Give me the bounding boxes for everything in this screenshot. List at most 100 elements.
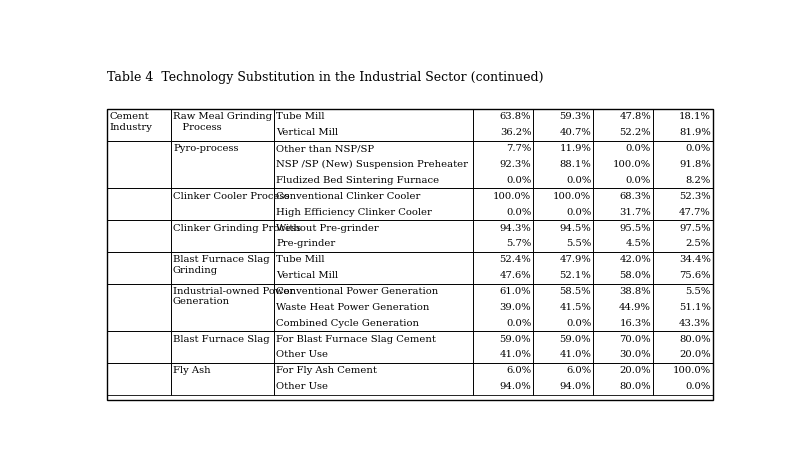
Text: 0.0%: 0.0% [506, 207, 531, 216]
Bar [653, 363, 713, 395]
Bar [274, 284, 473, 331]
Bar [107, 331, 170, 363]
Text: Raw Meal Grinding
   Process: Raw Meal Grinding Process [173, 112, 272, 132]
Bar [473, 189, 533, 221]
Bar [653, 110, 713, 141]
Text: 0.0%: 0.0% [566, 175, 591, 185]
Text: 70.0%: 70.0% [619, 334, 651, 343]
Text: Vertical Mill: Vertical Mill [276, 128, 338, 137]
Text: 0.0%: 0.0% [686, 144, 711, 153]
Text: 36.2%: 36.2% [500, 128, 531, 137]
Text: Other Use: Other Use [276, 381, 328, 391]
Text: 39.0%: 39.0% [500, 302, 531, 311]
Bar [274, 221, 473, 252]
Text: 100.0%: 100.0% [553, 191, 591, 200]
Text: 5.5%: 5.5% [686, 286, 711, 295]
Text: High Efficiency Clinker Cooler: High Efficiency Clinker Cooler [276, 207, 432, 216]
Text: For Fly Ash Cement: For Fly Ash Cement [276, 365, 377, 375]
Text: 38.8%: 38.8% [619, 286, 651, 295]
Text: Industrial-owned Power
Generation: Industrial-owned Power Generation [173, 286, 294, 306]
Bar [170, 110, 274, 141]
Text: 31.7%: 31.7% [619, 207, 651, 216]
Bar [170, 363, 274, 395]
Text: 61.0%: 61.0% [500, 286, 531, 295]
Text: 0.0%: 0.0% [506, 318, 531, 327]
Text: 2.5%: 2.5% [686, 239, 711, 248]
Text: 6.0%: 6.0% [506, 365, 531, 375]
Text: Table 4  Technology Substitution in the Industrial Sector (continued): Table 4 Technology Substitution in the I… [107, 71, 544, 84]
Text: 5.5%: 5.5% [566, 239, 591, 248]
Bar [593, 363, 653, 395]
Text: 20.0%: 20.0% [679, 350, 711, 359]
Text: Combined Cycle Generation: Combined Cycle Generation [276, 318, 419, 327]
Text: 30.0%: 30.0% [619, 350, 651, 359]
Text: 94.0%: 94.0% [559, 381, 591, 391]
Bar [107, 284, 170, 331]
Text: 41.0%: 41.0% [559, 350, 591, 359]
Text: 52.3%: 52.3% [679, 191, 711, 200]
Text: Without Pre-grinder: Without Pre-grinder [276, 223, 378, 232]
Text: 63.8%: 63.8% [500, 112, 531, 121]
Bar [533, 110, 593, 141]
Bar [533, 252, 593, 284]
Text: 47.6%: 47.6% [500, 270, 531, 280]
Text: 20.0%: 20.0% [619, 365, 651, 375]
Text: Fludized Bed Sintering Furnace: Fludized Bed Sintering Furnace [276, 175, 439, 185]
Text: Tube Mill: Tube Mill [276, 255, 325, 263]
Text: NSP /SP (New) Suspension Preheater: NSP /SP (New) Suspension Preheater [276, 160, 468, 169]
Text: 43.3%: 43.3% [679, 318, 711, 327]
Bar [653, 221, 713, 252]
Bar [473, 110, 533, 141]
Bar [170, 221, 274, 252]
Bar [473, 141, 533, 189]
Text: 5.7%: 5.7% [506, 239, 531, 248]
Text: 52.2%: 52.2% [619, 128, 651, 137]
Text: 92.3%: 92.3% [500, 160, 531, 168]
Bar [533, 284, 593, 331]
Bar [533, 141, 593, 189]
Bar [473, 363, 533, 395]
Text: 11.9%: 11.9% [559, 144, 591, 153]
Text: 34.4%: 34.4% [679, 255, 711, 263]
Text: 94.3%: 94.3% [499, 223, 531, 232]
Text: 16.3%: 16.3% [619, 318, 651, 327]
Text: 41.0%: 41.0% [499, 350, 531, 359]
Text: 75.6%: 75.6% [679, 270, 711, 280]
Bar [593, 110, 653, 141]
Text: 18.1%: 18.1% [679, 112, 711, 121]
Bar [653, 252, 713, 284]
Text: 58.0%: 58.0% [619, 270, 651, 280]
Text: Blast Furnace Slag: Blast Furnace Slag [173, 334, 270, 343]
Text: Vertical Mill: Vertical Mill [276, 270, 338, 280]
Text: 51.1%: 51.1% [679, 302, 711, 311]
Text: 47.7%: 47.7% [679, 207, 711, 216]
Bar [593, 189, 653, 221]
Text: 42.0%: 42.0% [619, 255, 651, 263]
Text: Other than NSP/SP: Other than NSP/SP [276, 144, 374, 153]
Text: 47.8%: 47.8% [619, 112, 651, 121]
Bar [274, 110, 473, 141]
Bar [170, 252, 274, 284]
Text: Conventional Clinker Cooler: Conventional Clinker Cooler [276, 191, 420, 200]
Bar [107, 189, 170, 221]
Bar [533, 189, 593, 221]
Text: 0.0%: 0.0% [506, 175, 531, 185]
Bar [473, 284, 533, 331]
Bar [533, 221, 593, 252]
Text: 68.3%: 68.3% [619, 191, 651, 200]
Bar [274, 252, 473, 284]
Bar [653, 284, 713, 331]
Text: Blast Furnace Slag
Grinding: Blast Furnace Slag Grinding [173, 255, 270, 274]
Text: Cement
Industry: Cement Industry [110, 112, 153, 132]
Text: 95.5%: 95.5% [619, 223, 651, 232]
Text: 59.0%: 59.0% [559, 334, 591, 343]
Text: 8.2%: 8.2% [686, 175, 711, 185]
Bar [107, 363, 170, 395]
Text: 80.0%: 80.0% [619, 381, 651, 391]
Text: 88.1%: 88.1% [559, 160, 591, 168]
Bar [653, 141, 713, 189]
Text: Conventional Power Generation: Conventional Power Generation [276, 286, 438, 295]
Bar [473, 252, 533, 284]
Bar [533, 331, 593, 363]
Text: Tube Mill: Tube Mill [276, 112, 325, 121]
